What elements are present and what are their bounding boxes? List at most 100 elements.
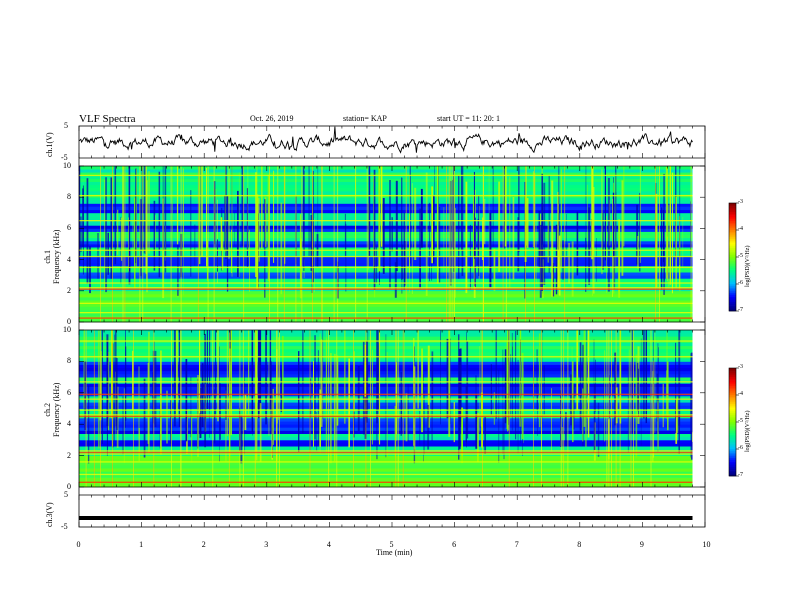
spectrogram-striation bbox=[439, 207, 441, 283]
x-tick-label: 0 bbox=[76, 540, 81, 549]
spectrogram-tone-line bbox=[79, 398, 693, 400]
colorbar-segment bbox=[729, 213, 736, 216]
spectrogram-striation bbox=[498, 181, 501, 272]
colorbar-segment bbox=[729, 450, 736, 453]
spectrogram-striation bbox=[639, 192, 641, 272]
spectrogram-striation bbox=[147, 363, 149, 444]
spectrogram-tone-line bbox=[79, 312, 693, 314]
spectrogram-spheric bbox=[525, 166, 526, 322]
spectrogram-striation bbox=[591, 166, 594, 260]
spectrogram-striation bbox=[178, 330, 181, 427]
colorbar-segment bbox=[729, 300, 736, 303]
spectrogram-striation bbox=[404, 241, 406, 286]
spectrogram-striation bbox=[475, 394, 478, 449]
spectrogram-striation bbox=[110, 330, 113, 419]
spectrogram-spheric bbox=[397, 330, 399, 487]
spectrogram-striation bbox=[623, 166, 625, 247]
spectrogram-striation bbox=[273, 170, 275, 263]
spectrogram-striation bbox=[312, 170, 314, 283]
spectrogram-striation bbox=[122, 396, 124, 455]
spectrogram-striation bbox=[86, 178, 89, 284]
spectrogram-striation bbox=[199, 330, 201, 414]
spectrogram-band bbox=[79, 300, 693, 304]
spectrogram-striation bbox=[116, 386, 119, 448]
spectrogram-striation bbox=[690, 383, 691, 458]
spectrogram-band bbox=[79, 169, 693, 173]
spectrogram-spheric bbox=[213, 166, 215, 322]
spectrogram-striation bbox=[158, 171, 161, 278]
ch1-waveform-plot bbox=[78, 126, 693, 154]
colorbar-segment bbox=[729, 242, 736, 245]
spectrogram-band bbox=[79, 203, 693, 207]
spectrogram-striation bbox=[419, 208, 421, 288]
colorbar-segment bbox=[729, 249, 736, 252]
spectrogram-striation bbox=[394, 262, 397, 298]
spectrogram-striation bbox=[668, 204, 670, 287]
spectrogram-striation bbox=[261, 166, 263, 249]
ch3-ylabel: ch.3(V) bbox=[45, 502, 54, 527]
colorbar-segment bbox=[729, 278, 736, 281]
panel-frames bbox=[78, 125, 706, 528]
y-tick-label: 2 bbox=[67, 285, 71, 295]
spectrogram-spheric bbox=[301, 166, 303, 322]
spectrogram-striation bbox=[228, 166, 230, 259]
colorbar-segment bbox=[729, 382, 736, 385]
spectrogram-band bbox=[79, 293, 693, 298]
spectrogram-striation bbox=[637, 236, 639, 269]
spectrogram-striation bbox=[518, 166, 520, 252]
spectrogram-striation bbox=[536, 213, 537, 284]
spectrogram-band bbox=[79, 166, 693, 170]
spectrogram-striation bbox=[404, 330, 405, 412]
colorbar-segment bbox=[729, 289, 736, 292]
spectrogram-striation bbox=[317, 350, 319, 445]
ch1-ylabel: ch.1(V) bbox=[45, 132, 54, 157]
spectrogram-striation bbox=[373, 174, 374, 271]
colorbar-segment bbox=[729, 235, 736, 238]
spectrogram-striation bbox=[264, 197, 267, 247]
spectrogram-striation bbox=[568, 242, 570, 284]
x-tick-label: 1 bbox=[139, 540, 144, 549]
spectrogram-striation bbox=[455, 208, 456, 298]
spectrogram-red-line bbox=[79, 288, 693, 290]
spectrogram-spheric bbox=[279, 330, 280, 487]
spectrogram-striation bbox=[405, 393, 408, 442]
spectrogram-striation bbox=[199, 166, 201, 265]
spectrogram-striation bbox=[395, 180, 398, 272]
spectrogram-band bbox=[79, 309, 693, 313]
spectrogram-spheric bbox=[309, 330, 311, 487]
spectrogram-spheric bbox=[366, 166, 368, 322]
spectrogram-striation bbox=[614, 352, 617, 426]
spectrogram-spheric bbox=[269, 166, 270, 322]
spectrogram-spheric bbox=[395, 330, 397, 487]
colorbar-segment bbox=[729, 373, 736, 376]
spectrogram-band bbox=[79, 181, 693, 186]
spectrogram-spheric bbox=[482, 330, 483, 487]
spectrogram-band bbox=[79, 234, 693, 239]
colorbar-segment bbox=[729, 474, 736, 477]
spectrogram-band bbox=[79, 200, 693, 204]
spectrogram-band bbox=[79, 253, 693, 257]
spectrogram-striation bbox=[100, 351, 102, 411]
spectrogram-striation bbox=[587, 184, 588, 249]
colorbar-segment bbox=[729, 371, 736, 374]
spectrogram-striation bbox=[423, 374, 424, 462]
colorbar-tick-label: -3 bbox=[738, 199, 743, 205]
spectrogram-striation bbox=[690, 353, 692, 434]
spectrogram-striation bbox=[460, 348, 462, 428]
spectrogram-tone-line bbox=[79, 356, 693, 358]
spectrogram-striation bbox=[543, 182, 546, 285]
spectrogram-striation bbox=[547, 219, 550, 263]
spectrogram-band bbox=[79, 312, 693, 317]
spectrogram-striation bbox=[585, 237, 587, 292]
spectrogram-striation bbox=[526, 198, 529, 248]
spectrogram-spheric bbox=[112, 330, 113, 487]
spectrogram-striation bbox=[138, 366, 140, 439]
spectrogram-striation bbox=[238, 172, 240, 277]
spectrogram-striation bbox=[679, 166, 681, 266]
colorbar1-label: log(PSD)(V²/Hz) bbox=[745, 245, 751, 287]
spectrogram-spheric bbox=[180, 166, 182, 322]
spectrogram-spheric bbox=[112, 166, 113, 322]
spectrogram-striation bbox=[237, 190, 239, 278]
colorbar-segment bbox=[729, 468, 736, 471]
spectrogram-striation bbox=[378, 166, 381, 272]
